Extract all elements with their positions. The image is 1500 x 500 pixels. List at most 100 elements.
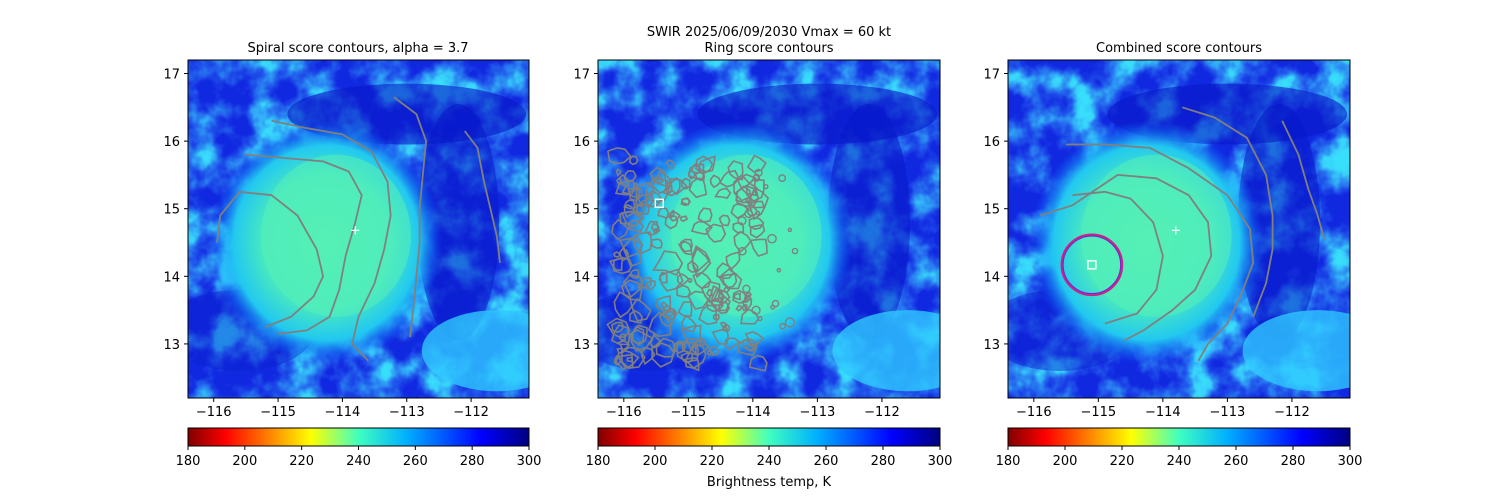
contour-line [660, 301, 669, 309]
contour-line [683, 357, 700, 372]
contour-line [725, 250, 741, 271]
contour-line [676, 284, 691, 298]
contour-line [665, 159, 676, 170]
contour-line [791, 247, 799, 255]
x-tick-label: −114 [325, 405, 361, 420]
contour-line [787, 227, 793, 233]
y-tick-label: 16 [573, 135, 590, 150]
colorbar-gradient [597, 427, 941, 447]
y-tick-label: 17 [983, 68, 1000, 83]
contour-line [629, 328, 654, 352]
panel-spiral: Spiral score contours, alpha = 3.7 −116 −… [163, 41, 542, 469]
contour-line [615, 168, 622, 177]
contour-line [748, 216, 765, 231]
contour-line [733, 292, 742, 301]
contour-line [751, 305, 761, 315]
colorbar-label: Brightness temp, K [707, 475, 832, 490]
colorbar-tick-label: 260 [1224, 454, 1249, 469]
contour-line [692, 271, 712, 290]
contour-line [652, 250, 684, 277]
contour-line [657, 206, 670, 220]
contour-line [613, 291, 633, 319]
contour-line [645, 280, 656, 291]
contour-line [707, 284, 724, 307]
contour-line [697, 207, 713, 223]
contour-line [694, 171, 706, 182]
contour-line [745, 197, 754, 205]
axes-frame [187, 59, 530, 399]
colorbar-combined: 180 200 220 240 260 280 300 [996, 427, 1362, 469]
colorbar-tick-label: 280 [1281, 454, 1306, 469]
contour-line [778, 174, 787, 183]
y-tick-label: 13 [983, 338, 1000, 353]
contour-line [749, 238, 768, 258]
contour-line [662, 178, 681, 197]
x-tick-label: −116 [196, 405, 232, 420]
contour-line [681, 314, 697, 333]
contour-line [613, 251, 621, 258]
contour-line [651, 222, 660, 232]
cloud-band [421, 310, 529, 392]
contour-line [622, 273, 644, 299]
contour-line [709, 174, 722, 189]
contour-line [753, 173, 760, 181]
x-tick-label: −115 [260, 405, 296, 420]
contour-line [744, 294, 752, 304]
contour-line [697, 337, 707, 347]
contour-line [651, 342, 675, 368]
contour-line [665, 185, 673, 196]
contour-line [655, 337, 677, 358]
colorbar-tick-label: 300 [517, 454, 542, 469]
axes-frame [597, 59, 941, 399]
plot-area-spiral: −116 −115 −114 −113 −112 13 14 15 16 17 [163, 59, 530, 420]
colorbar-tick-label: 220 [1110, 454, 1135, 469]
contour-line [737, 246, 747, 256]
contour-line [629, 309, 643, 324]
panel-ring: Ring score contours −116 −115 −114 −113 −112… [573, 41, 952, 490]
contour-line [614, 179, 636, 196]
colorbar-tick-label: 240 [346, 454, 371, 469]
heatmap-image [598, 60, 940, 398]
contour-line [718, 169, 740, 188]
contour-line [627, 187, 641, 198]
contour-line [708, 345, 720, 356]
contour-line [705, 223, 727, 243]
contour-line [644, 220, 659, 237]
square-marker [1087, 260, 1097, 270]
contour-line [668, 209, 681, 222]
contour-line [393, 96, 427, 338]
colorbar-tick-label: 180 [176, 454, 201, 469]
contour-line [675, 341, 700, 363]
contour-line [779, 322, 786, 330]
panel-title: Spiral score contours, alpha = 3.7 [247, 41, 468, 56]
x-tick-label: −114 [1145, 405, 1181, 420]
cloud-band [1242, 310, 1350, 392]
heatmap-image [188, 60, 529, 398]
contour-line [757, 315, 763, 322]
contour-line [620, 346, 646, 370]
x-tick-label: −116 [1016, 405, 1052, 420]
colorbar-tick-label: 240 [1167, 454, 1192, 469]
contour-line [733, 230, 752, 253]
contour-line [746, 178, 765, 202]
y-tick-label: 16 [163, 135, 180, 150]
contour-line [677, 240, 693, 256]
center-marker [1171, 226, 1180, 235]
contour-line [767, 233, 777, 244]
ring-contours [606, 147, 799, 372]
contour-line [681, 337, 697, 356]
contour-line [732, 290, 748, 304]
y-tick-label: 14 [573, 270, 590, 285]
contour-line [697, 155, 716, 173]
contour-line [679, 215, 689, 222]
contour-line [1066, 143, 1255, 362]
contour-line [635, 202, 651, 215]
colorbar-tick-label: 200 [232, 454, 257, 469]
y-tick-label: 17 [163, 68, 180, 83]
contour-line [1072, 190, 1164, 325]
contour-line [723, 337, 742, 351]
contour-line [763, 184, 769, 190]
panel-title: Combined score contours [1096, 41, 1262, 56]
contour-line [755, 210, 761, 216]
contour-line [626, 356, 634, 363]
